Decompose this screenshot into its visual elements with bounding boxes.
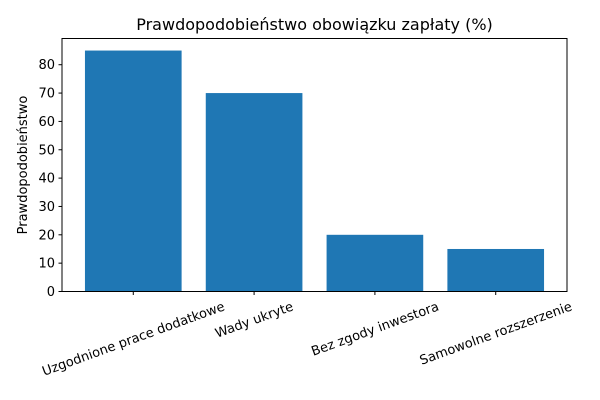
bar [84,50,182,292]
chart-title: Prawdopodobieństwo obowiązku zapłaty (%) [136,15,493,34]
y-axis-label: Prawdopodobieństwo [16,96,31,235]
y-tick-label: 30 [38,200,55,215]
y-tick-label: 80 [38,58,55,73]
y-tick-label: 20 [38,228,55,243]
y-tick-label: 70 [38,87,55,102]
bar [447,248,545,292]
y-tick-label: 10 [38,257,55,272]
x-tick-label: Wady ukryte [213,299,295,341]
plot-frame [61,38,568,292]
x-tick-label: Uzgodnione prace dodatkowe [40,300,226,380]
y-tick-label: 50 [38,143,55,158]
y-tick-label: 60 [38,115,55,130]
y-tick-label: 0 [47,285,55,300]
bar [205,93,303,292]
bar [326,234,424,292]
x-tick-label: Bez zgody inwestora [309,300,441,360]
x-tick-label: Samowolne rozszerzenie [418,300,574,369]
y-tick-label: 40 [38,172,55,187]
